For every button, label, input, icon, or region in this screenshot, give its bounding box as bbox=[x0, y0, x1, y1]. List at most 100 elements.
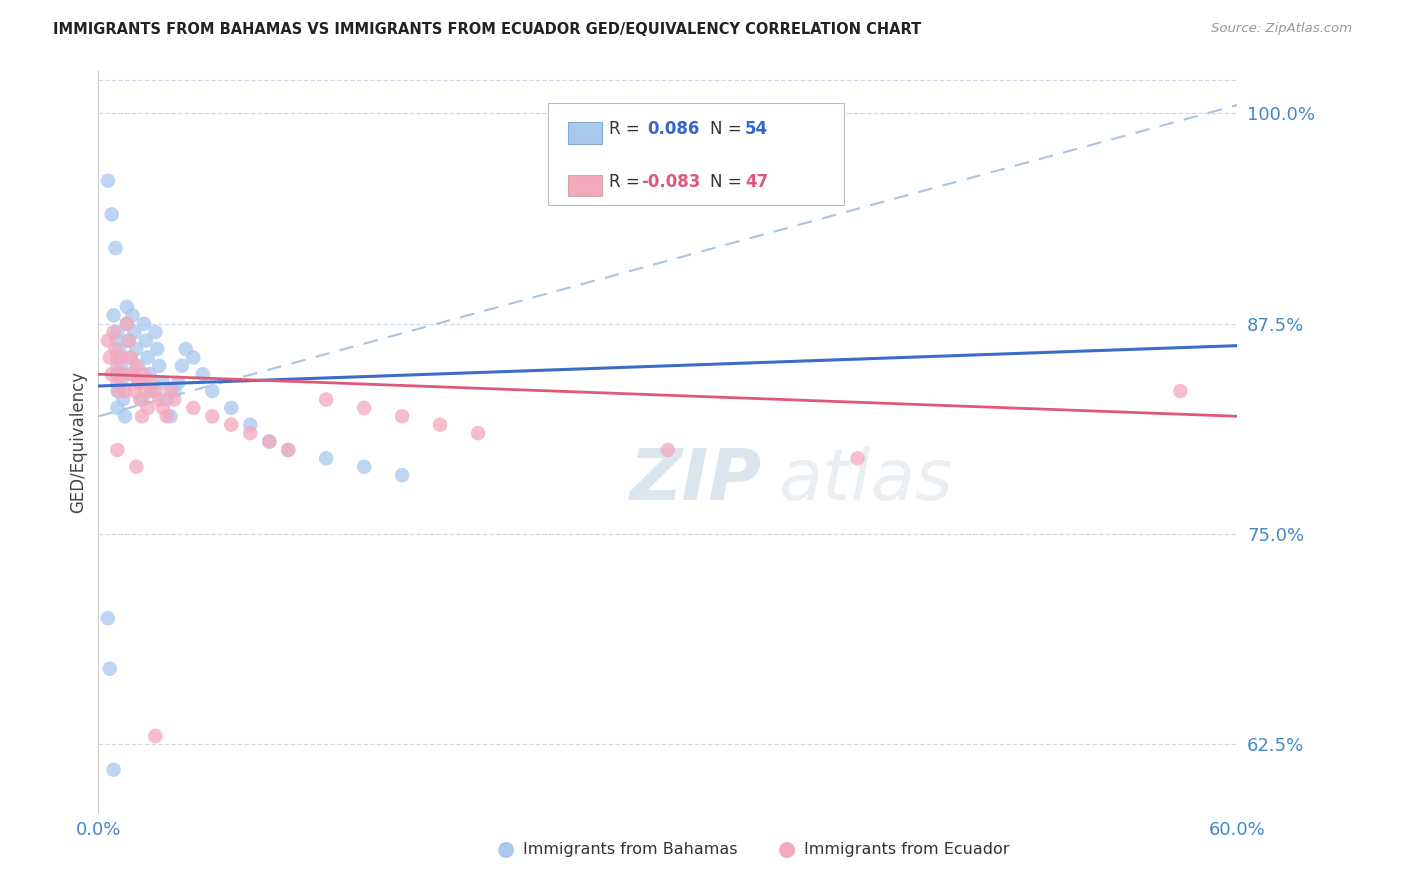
Point bbox=[131, 392, 153, 407]
Point bbox=[118, 334, 141, 348]
Point bbox=[315, 392, 337, 407]
Point bbox=[107, 368, 129, 382]
Point bbox=[159, 384, 181, 398]
Point bbox=[259, 434, 281, 449]
Point bbox=[132, 368, 155, 382]
Point bbox=[114, 409, 136, 424]
Point bbox=[125, 359, 148, 373]
Point bbox=[353, 459, 375, 474]
Point bbox=[127, 359, 149, 373]
Point bbox=[120, 351, 142, 365]
Text: ●: ● bbox=[779, 839, 796, 859]
Point bbox=[104, 241, 127, 255]
Point bbox=[103, 309, 125, 323]
Point bbox=[391, 409, 413, 424]
Text: R =: R = bbox=[609, 120, 640, 138]
Point bbox=[170, 359, 193, 373]
Point bbox=[191, 368, 214, 382]
Point bbox=[183, 351, 205, 365]
Point bbox=[103, 763, 125, 777]
Point bbox=[136, 401, 159, 415]
Point bbox=[183, 401, 205, 415]
Point bbox=[110, 376, 132, 390]
Point bbox=[201, 409, 224, 424]
Point bbox=[156, 392, 179, 407]
Text: -0.083: -0.083 bbox=[641, 173, 700, 191]
Point bbox=[135, 384, 157, 398]
Point bbox=[148, 392, 170, 407]
Text: R =: R = bbox=[609, 173, 640, 191]
Point bbox=[145, 325, 167, 339]
Point bbox=[107, 351, 129, 365]
Text: IMMIGRANTS FROM BAHAMAS VS IMMIGRANTS FROM ECUADOR GED/EQUIVALENCY CORRELATION C: IMMIGRANTS FROM BAHAMAS VS IMMIGRANTS FR… bbox=[53, 22, 922, 37]
Point bbox=[201, 384, 224, 398]
Point bbox=[100, 207, 122, 221]
Y-axis label: GED/Equivalency: GED/Equivalency bbox=[69, 370, 87, 513]
Text: ZIP: ZIP bbox=[630, 446, 762, 516]
Point bbox=[145, 729, 167, 743]
Point bbox=[103, 325, 125, 339]
Point bbox=[429, 417, 451, 432]
Point bbox=[104, 342, 127, 356]
Point bbox=[110, 351, 132, 365]
Text: N =: N = bbox=[710, 173, 741, 191]
Point bbox=[1170, 384, 1192, 398]
Point bbox=[125, 342, 148, 356]
Point bbox=[124, 325, 146, 339]
Point bbox=[163, 392, 186, 407]
Point bbox=[391, 468, 413, 483]
Point bbox=[152, 401, 174, 415]
Point bbox=[315, 451, 337, 466]
Text: ●: ● bbox=[498, 839, 515, 859]
Point bbox=[120, 368, 142, 382]
Point bbox=[112, 392, 135, 407]
Point bbox=[141, 384, 163, 398]
Point bbox=[97, 611, 120, 625]
Text: 47: 47 bbox=[745, 173, 769, 191]
Text: Source: ZipAtlas.com: Source: ZipAtlas.com bbox=[1212, 22, 1353, 36]
Point bbox=[148, 359, 170, 373]
Point bbox=[108, 384, 131, 398]
Point bbox=[159, 409, 181, 424]
Point bbox=[115, 300, 138, 314]
Point bbox=[167, 376, 190, 390]
Point bbox=[259, 434, 281, 449]
Point bbox=[121, 368, 143, 382]
Point bbox=[112, 368, 135, 382]
Point bbox=[115, 317, 138, 331]
Point bbox=[107, 442, 129, 457]
Point bbox=[145, 384, 167, 398]
Point bbox=[108, 342, 131, 356]
Text: Immigrants from Ecuador: Immigrants from Ecuador bbox=[804, 842, 1010, 856]
Point bbox=[135, 334, 157, 348]
Point bbox=[98, 351, 121, 365]
Point bbox=[353, 401, 375, 415]
Point bbox=[152, 376, 174, 390]
Point bbox=[114, 384, 136, 398]
Point bbox=[277, 442, 299, 457]
Text: 0.086: 0.086 bbox=[647, 120, 699, 138]
Point bbox=[467, 426, 489, 441]
Point bbox=[141, 376, 163, 390]
Point bbox=[156, 409, 179, 424]
Point bbox=[107, 359, 129, 373]
Point bbox=[97, 334, 120, 348]
Point bbox=[657, 442, 679, 457]
Point bbox=[277, 442, 299, 457]
Point bbox=[97, 174, 120, 188]
Point bbox=[118, 334, 141, 348]
Point bbox=[121, 309, 143, 323]
Point bbox=[136, 351, 159, 365]
Point bbox=[107, 325, 129, 339]
Point bbox=[239, 417, 262, 432]
Point bbox=[138, 368, 160, 382]
Point bbox=[132, 317, 155, 331]
Point bbox=[98, 662, 121, 676]
Point bbox=[107, 334, 129, 348]
Point bbox=[846, 451, 869, 466]
Point bbox=[129, 376, 152, 390]
Point bbox=[129, 392, 152, 407]
Point bbox=[221, 401, 243, 415]
Point bbox=[107, 401, 129, 415]
Point bbox=[110, 359, 132, 373]
